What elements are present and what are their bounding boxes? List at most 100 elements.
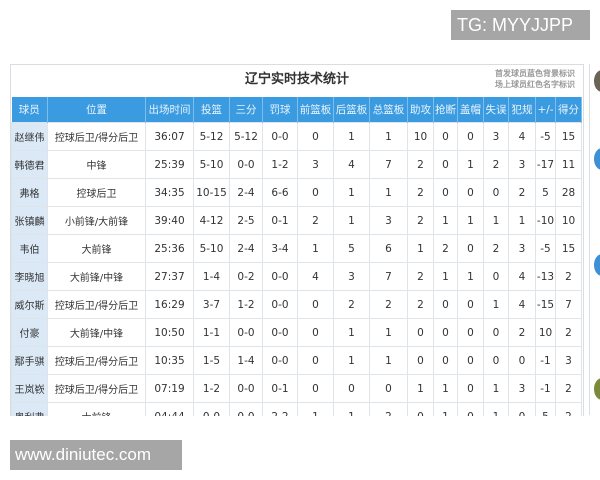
stat-cell: 5 bbox=[535, 178, 556, 207]
stat-cell: 0 bbox=[297, 346, 334, 375]
stat-cell: 15 bbox=[555, 122, 582, 151]
stat-cell: 2-2 bbox=[262, 402, 298, 416]
stat-cell: 7 bbox=[369, 150, 408, 179]
stat-cell: 4 bbox=[333, 150, 370, 179]
player-name-cell: 李晓旭 bbox=[11, 262, 48, 291]
stat-cell: 3 bbox=[508, 374, 536, 403]
watermark: www.diniutec.com bbox=[10, 440, 182, 470]
stat-cell: 4 bbox=[297, 262, 334, 291]
table-row: 弗格 控球后卫 34:35 10-15 2-4 6-6 0 1 1 2 0 0 0 2 5 28 bbox=[11, 178, 582, 207]
table-row: 付豪 大前锋/中锋 10:50 1-1 0-0 0-0 0 1 1 0 0 0 0 2 10 2 bbox=[11, 318, 582, 347]
stat-cell: 0-1 bbox=[262, 206, 298, 235]
stat-cell: 2 bbox=[369, 402, 408, 416]
column-header: 抢断 bbox=[433, 97, 458, 123]
stat-cell: 1-5 bbox=[193, 346, 230, 375]
position-cell: 中锋 bbox=[47, 150, 146, 179]
column-header: 失误 bbox=[483, 97, 509, 123]
stat-cell: 3 bbox=[555, 346, 582, 375]
stat-cell: 2 bbox=[407, 206, 434, 235]
stat-cell: 0-0 bbox=[262, 290, 298, 319]
player-name-cell: 鄢手骐 bbox=[11, 346, 48, 375]
stat-cell: 2 bbox=[407, 178, 434, 207]
stat-cell: 10-15 bbox=[193, 178, 230, 207]
stat-cell: 2 bbox=[555, 374, 582, 403]
stat-cell: 2 bbox=[407, 290, 434, 319]
player-name-cell: 张镇麟 bbox=[11, 206, 48, 235]
stat-cell: 0 bbox=[433, 122, 458, 151]
column-header: 出场时间 bbox=[145, 97, 194, 123]
stat-cell: 0 bbox=[483, 318, 509, 347]
stat-cell: 1 bbox=[297, 234, 334, 263]
stats-panel: 辽宁实时技术统计 首发球员蓝色背景标识 场上球员红色名字标识 球员 位置 出场时间投… bbox=[10, 64, 584, 416]
stat-cell: 1 bbox=[483, 290, 509, 319]
stat-cell: 10 bbox=[407, 122, 434, 151]
stat-cell: 0 bbox=[433, 150, 458, 179]
player-name-cell: 奥利弗 bbox=[11, 402, 48, 416]
stat-cell: 2 bbox=[508, 178, 536, 207]
stat-cell: 3 bbox=[369, 206, 408, 235]
note-starters: 首发球员蓝色背景标识 bbox=[495, 69, 575, 78]
stat-cell: -1 bbox=[535, 346, 556, 375]
stat-cell: 5-12 bbox=[193, 122, 230, 151]
stat-cell: 1 bbox=[483, 402, 509, 416]
stat-cell: -17 bbox=[535, 150, 556, 179]
position-cell: 控球后卫 bbox=[47, 178, 146, 207]
column-header: 罚球 bbox=[262, 97, 298, 123]
stat-cell: 3 bbox=[508, 234, 536, 263]
stat-cell: 3 bbox=[508, 150, 536, 179]
stat-cell: 1 bbox=[369, 318, 408, 347]
stat-cell: 4 bbox=[508, 122, 536, 151]
position-cell: 控球后卫/得分后卫 bbox=[47, 346, 146, 375]
header-row: 球员 位置 出场时间 投篮 三分 罚球 前篮板 后篮板 总篮板 助攻 抢断 盖帽 失误 犯规 +/- 得分 bbox=[11, 97, 582, 123]
position-cell: 大前锋/中锋 bbox=[47, 318, 146, 347]
stat-cell: 1 bbox=[457, 206, 484, 235]
player-name-cell: 威尔斯 bbox=[11, 290, 48, 319]
stat-cell: 10:50 bbox=[145, 318, 194, 347]
stat-cell: 2 bbox=[555, 402, 582, 416]
stat-cell: 0 bbox=[333, 374, 370, 403]
stat-cell: 1-1 bbox=[193, 318, 230, 347]
stat-cell: 11 bbox=[555, 150, 582, 179]
table-row: 奥利弗大前锋04:440-00-02-21120101052 bbox=[11, 402, 582, 416]
stat-cell: 1 bbox=[433, 262, 458, 291]
stat-cell: 0 bbox=[457, 318, 484, 347]
stat-cell: 1 bbox=[369, 122, 408, 151]
stat-cell: 2-4 bbox=[229, 234, 263, 263]
stat-cell: 0 bbox=[508, 402, 536, 416]
stat-cell: 1 bbox=[297, 402, 334, 416]
stat-cell: 3-7 bbox=[193, 290, 230, 319]
stat-cell: 0-0 bbox=[262, 346, 298, 375]
stat-cell: 15 bbox=[555, 234, 582, 263]
stat-cell: 2 bbox=[433, 234, 458, 263]
stat-cell: 2 bbox=[333, 290, 370, 319]
stat-cell: 1 bbox=[333, 178, 370, 207]
stat-cell: 0-0 bbox=[262, 122, 298, 151]
stat-cell: 0 bbox=[297, 318, 334, 347]
stat-cell: 1 bbox=[333, 206, 370, 235]
table-title: 辽宁实时技术统计 bbox=[244, 72, 349, 87]
stat-cell: 1-2 bbox=[229, 290, 263, 319]
stat-cell: 2-5 bbox=[229, 206, 263, 235]
stat-cell: 0 bbox=[457, 178, 484, 207]
stat-cell: 1 bbox=[483, 374, 509, 403]
side-avatar bbox=[594, 378, 600, 400]
stat-cell: 3 bbox=[483, 122, 509, 151]
stat-cell: 1 bbox=[457, 262, 484, 291]
stat-cell: 7 bbox=[369, 262, 408, 291]
stat-cell: 2 bbox=[483, 150, 509, 179]
stat-cell: 0 bbox=[457, 234, 484, 263]
stat-cell: 0 bbox=[508, 346, 536, 375]
stat-cell: 1 bbox=[369, 346, 408, 375]
stat-cell: 0 bbox=[297, 290, 334, 319]
stat-cell: 0-0 bbox=[229, 318, 263, 347]
stat-cell: 1 bbox=[433, 206, 458, 235]
column-header: 犯规 bbox=[508, 97, 536, 123]
stat-cell: 0 bbox=[457, 290, 484, 319]
stat-cell: 10:35 bbox=[145, 346, 194, 375]
stat-cell: 34:35 bbox=[145, 178, 194, 207]
stat-cell: 25:36 bbox=[145, 234, 194, 263]
stat-cell: 6 bbox=[369, 234, 408, 263]
stat-cell: 39:40 bbox=[145, 206, 194, 235]
stat-cell: 0 bbox=[433, 290, 458, 319]
stat-cell: -13 bbox=[535, 262, 556, 291]
